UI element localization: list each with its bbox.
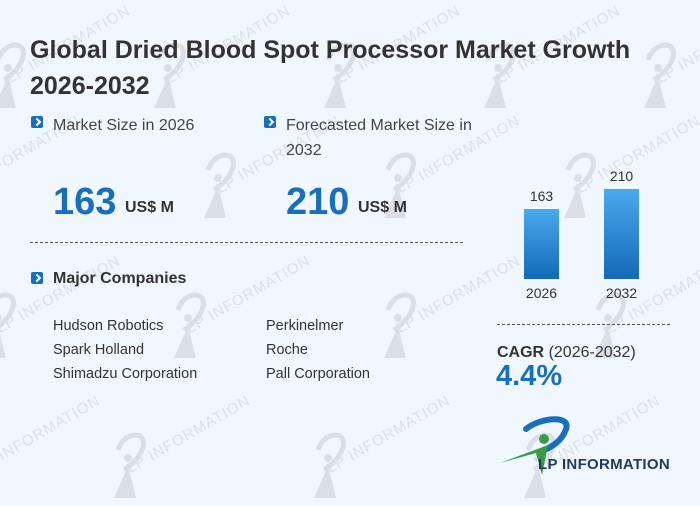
x-tick-label: 2032 — [605, 285, 638, 301]
market-size-2026-unit: US$ M — [125, 199, 174, 216]
chevron-right-icon — [31, 272, 43, 284]
company-item: Shimadzu Corporation — [53, 366, 198, 382]
x-tick-label: 2026 — [525, 285, 558, 301]
divider — [497, 324, 670, 325]
page-title: Global Dried Blood Spot Processor Market… — [30, 36, 631, 100]
cagr-value: 4.4% — [496, 360, 563, 392]
cagr-title: CAGR — [497, 344, 545, 361]
bar-data-label: 163 — [529, 188, 554, 204]
chevron-right-icon — [264, 116, 276, 128]
company-item: Pall Corporation — [266, 366, 370, 382]
market-size-2026-label: Market Size in 2026 — [53, 117, 195, 134]
company-item: Perkinelmer — [266, 318, 344, 334]
market-size-2032-unit: US$ M — [358, 199, 407, 216]
chevron-right-icon — [31, 116, 43, 128]
bar-2026 — [524, 209, 559, 279]
bar-data-label: 210 — [609, 168, 634, 184]
logo-text: LP INFORMATION — [538, 456, 670, 473]
market-size-2032-value: 210 — [286, 181, 350, 223]
market-size-2032-label: Forecasted Market Size in 2032 — [286, 117, 472, 159]
lp-information-logo-icon — [500, 416, 570, 475]
market-size-2026-value: 163 — [53, 181, 117, 223]
company-item: Roche — [266, 342, 308, 358]
cagr-period: (2026-2032) — [548, 344, 636, 361]
company-item: Hudson Robotics — [53, 318, 164, 334]
cagr-label: CAGR (2026-2032) — [497, 344, 636, 362]
bar-2032 — [604, 189, 639, 279]
major-companies-title: Major Companies — [53, 270, 187, 287]
divider — [30, 242, 463, 243]
company-item: Spark Holland — [53, 342, 145, 358]
